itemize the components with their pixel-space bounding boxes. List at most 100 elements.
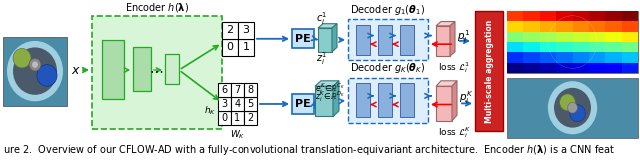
Bar [573, 11, 589, 21]
Bar [621, 21, 638, 32]
Bar [231, 83, 244, 97]
Circle shape [32, 61, 38, 68]
Bar [92, 16, 222, 129]
Bar [348, 19, 428, 60]
Bar [556, 63, 573, 73]
Bar [507, 63, 524, 73]
Bar [605, 42, 621, 52]
Bar [524, 42, 540, 52]
Text: 2: 2 [248, 113, 253, 123]
Text: $W_K$: $W_K$ [230, 128, 245, 141]
Bar [540, 63, 556, 73]
Bar [244, 97, 257, 111]
Text: ure 2.  Overview of our CFLOW-AD with a fully-convolutional translation-equivari: ure 2. Overview of our CFLOW-AD with a f… [3, 143, 615, 157]
Polygon shape [436, 81, 457, 86]
Bar [400, 25, 414, 55]
Bar [348, 78, 428, 123]
Bar [605, 32, 621, 42]
Polygon shape [318, 24, 337, 28]
Bar [540, 21, 556, 32]
Text: PE: PE [295, 99, 311, 109]
Text: $p_i^1$: $p_i^1$ [457, 28, 470, 45]
Text: $z_i^1$: $z_i^1$ [316, 51, 327, 67]
Text: $x$: $x$ [71, 64, 81, 76]
Bar [318, 28, 332, 52]
Bar [589, 42, 605, 52]
Bar [573, 42, 589, 52]
Polygon shape [436, 22, 455, 26]
Text: 1: 1 [243, 42, 250, 52]
Bar [589, 63, 605, 73]
Text: loss $\mathcal{L}_i^1$: loss $\mathcal{L}_i^1$ [438, 60, 470, 75]
Bar [589, 52, 605, 63]
Bar [436, 26, 450, 56]
Circle shape [554, 88, 591, 128]
Bar [292, 94, 314, 114]
Text: Encoder $h(\boldsymbol{\lambda})$: Encoder $h(\boldsymbol{\lambda})$ [125, 1, 189, 14]
Bar [378, 83, 392, 117]
Bar [507, 11, 524, 21]
Bar [400, 83, 414, 117]
Bar [524, 21, 540, 32]
Bar [165, 54, 179, 84]
Bar [573, 21, 589, 32]
Bar [507, 78, 638, 138]
Bar [102, 40, 124, 99]
Bar [621, 63, 638, 73]
Bar [621, 32, 638, 42]
Bar [3, 37, 67, 106]
Bar [605, 63, 621, 73]
Text: 4: 4 [234, 99, 241, 109]
Bar [507, 21, 524, 32]
Bar [605, 52, 621, 63]
Text: PE: PE [295, 34, 311, 44]
Bar [378, 25, 392, 55]
Text: $c_i^1$: $c_i^1$ [316, 10, 328, 27]
Text: Decoder $g_K(\boldsymbol{\theta}_K)$: Decoder $g_K(\boldsymbol{\theta}_K)$ [350, 62, 426, 75]
Circle shape [13, 47, 57, 95]
Bar [133, 47, 151, 90]
Bar [524, 52, 540, 63]
Bar [436, 86, 452, 121]
Bar [621, 42, 638, 52]
Text: $e_i^K\!\in\!\mathbb{R}^{C_K}$: $e_i^K\!\in\!\mathbb{R}^{C_K}$ [315, 81, 345, 96]
Bar [605, 21, 621, 32]
Polygon shape [333, 81, 339, 116]
Text: $p_i^K$: $p_i^K$ [459, 90, 474, 106]
Bar [231, 111, 244, 125]
Text: 1: 1 [234, 113, 241, 123]
Bar [218, 97, 231, 111]
Text: $\cdots$: $\cdots$ [149, 63, 163, 77]
Bar [540, 52, 556, 63]
Bar [524, 11, 540, 21]
Text: loss $\mathcal{L}_i^K$: loss $\mathcal{L}_i^K$ [438, 125, 471, 140]
Circle shape [29, 58, 41, 71]
Bar [315, 86, 333, 116]
Text: 6: 6 [221, 85, 228, 95]
Bar [556, 11, 573, 21]
Bar [540, 11, 556, 21]
Circle shape [37, 65, 57, 86]
Bar [540, 32, 556, 42]
Polygon shape [332, 24, 337, 52]
Bar [238, 39, 254, 56]
Bar [540, 42, 556, 52]
Bar [238, 22, 254, 39]
Circle shape [559, 94, 575, 111]
Bar [556, 42, 573, 52]
Text: 3: 3 [243, 25, 250, 35]
Bar [218, 111, 231, 125]
Bar [556, 21, 573, 32]
Polygon shape [315, 81, 339, 86]
Bar [356, 83, 370, 117]
Polygon shape [452, 81, 457, 121]
Bar [589, 21, 605, 32]
Bar [507, 52, 524, 63]
Bar [507, 32, 524, 42]
Text: 8: 8 [248, 85, 253, 95]
Polygon shape [450, 22, 455, 56]
Bar [621, 11, 638, 21]
Bar [573, 32, 589, 42]
Bar [605, 11, 621, 21]
Bar [507, 42, 524, 52]
